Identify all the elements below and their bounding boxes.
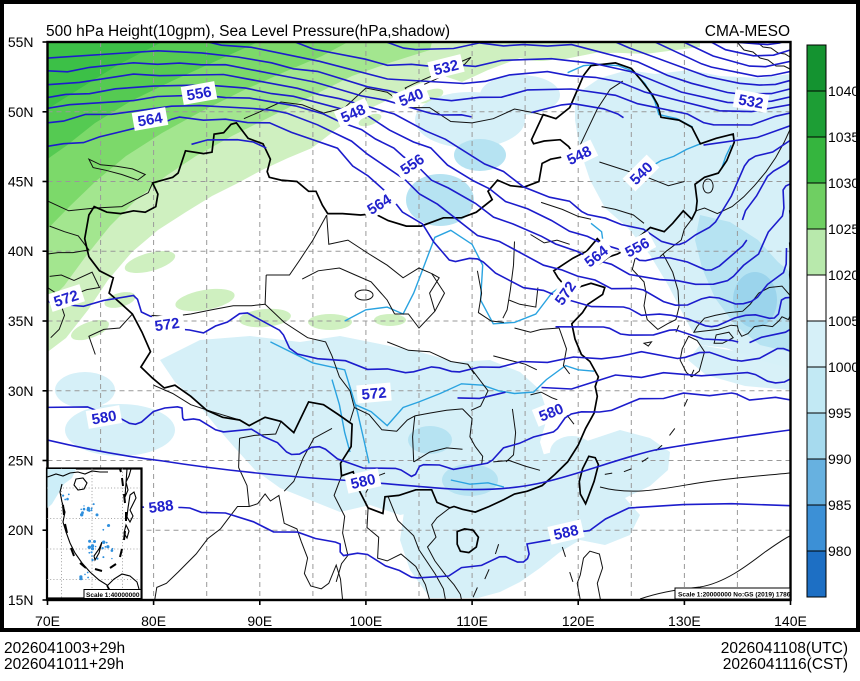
svg-text:572: 572: [52, 287, 81, 311]
svg-text:Scale 1:20000000 No:GS (2019): Scale 1:20000000 No:GS (2019) 1786: [678, 592, 791, 599]
svg-text:985: 985: [828, 497, 852, 513]
svg-text:100E: 100E: [350, 613, 383, 629]
svg-text:50N: 50N: [8, 104, 34, 120]
svg-text:2026041003+29h: 2026041003+29h: [4, 640, 125, 657]
svg-text:500 hPa Height(10gpm), Sea Lev: 500 hPa Height(10gpm), Sea Level Pressur…: [46, 23, 450, 40]
svg-text:55N: 55N: [8, 34, 34, 50]
svg-text:1035: 1035: [828, 129, 859, 145]
svg-text:Scale 1:40000000: Scale 1:40000000: [86, 592, 140, 599]
svg-text:980: 980: [828, 543, 852, 559]
svg-text:564: 564: [136, 109, 164, 130]
svg-text:556: 556: [185, 83, 213, 104]
svg-text:30N: 30N: [8, 383, 34, 399]
svg-text:990: 990: [828, 451, 852, 467]
svg-text:588: 588: [552, 522, 580, 544]
svg-text:90E: 90E: [247, 613, 272, 629]
svg-text:572: 572: [154, 315, 181, 335]
svg-text:572: 572: [361, 384, 387, 403]
svg-text:1025: 1025: [828, 221, 859, 237]
svg-text:70E: 70E: [35, 613, 60, 629]
svg-text:20N: 20N: [8, 522, 34, 538]
svg-text:40N: 40N: [8, 243, 34, 259]
svg-text:140E: 140E: [774, 613, 807, 629]
svg-text:130E: 130E: [668, 613, 701, 629]
svg-text:120E: 120E: [562, 613, 595, 629]
svg-text:25N: 25N: [8, 453, 34, 469]
svg-text:532: 532: [737, 91, 765, 112]
svg-text:580: 580: [349, 471, 377, 493]
svg-text:110E: 110E: [456, 613, 488, 629]
svg-text:1040: 1040: [828, 83, 859, 99]
svg-text:1020: 1020: [828, 267, 859, 283]
svg-text:995: 995: [828, 405, 852, 421]
svg-text:1030: 1030: [828, 175, 859, 191]
svg-text:2026041011+29h: 2026041011+29h: [4, 656, 124, 673]
svg-text:35N: 35N: [8, 313, 34, 329]
svg-text:580: 580: [90, 407, 118, 428]
svg-text:1000: 1000: [828, 359, 859, 375]
svg-text:45N: 45N: [8, 174, 34, 190]
svg-text:2026041116(CST): 2026041116(CST): [723, 656, 848, 673]
svg-text:CMA-MESO: CMA-MESO: [705, 23, 790, 40]
svg-text:1005: 1005: [828, 313, 859, 329]
svg-text:15N: 15N: [8, 592, 34, 608]
svg-text:2026041108(UTC): 2026041108(UTC): [721, 640, 848, 657]
svg-text:532: 532: [432, 57, 460, 80]
svg-text:588: 588: [148, 497, 175, 517]
svg-text:80E: 80E: [141, 613, 166, 629]
